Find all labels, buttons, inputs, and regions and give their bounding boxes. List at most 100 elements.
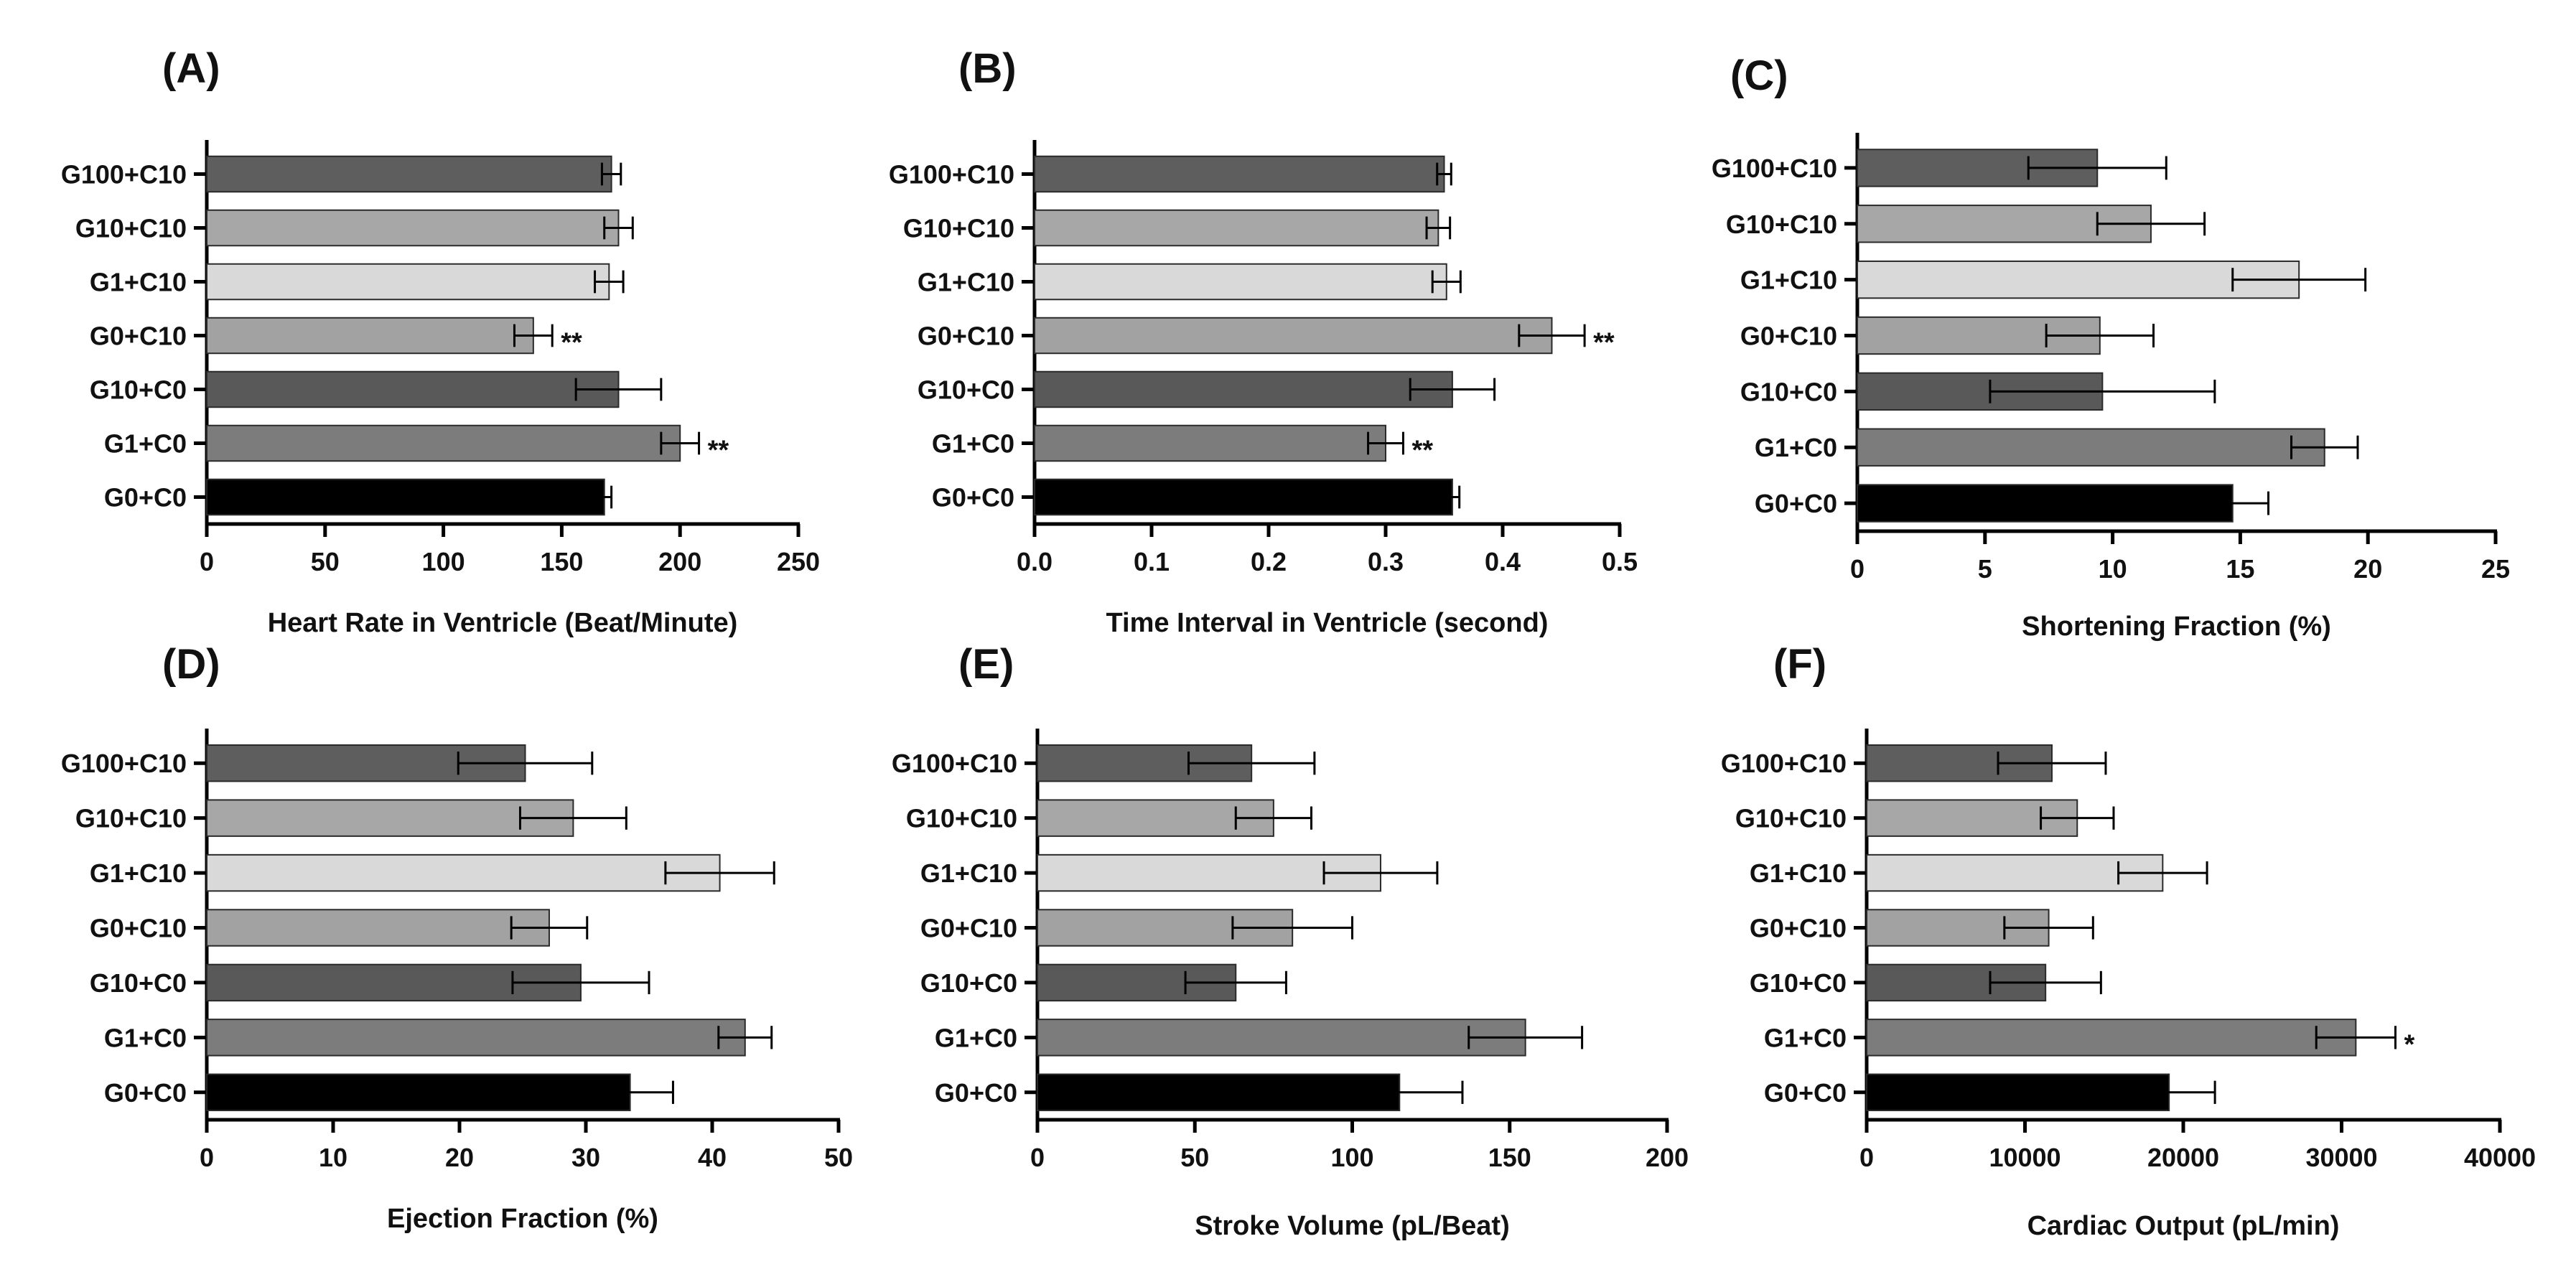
x-tick-label: 0.3	[1368, 547, 1404, 576]
category-label: G10+C0	[1750, 968, 1847, 998]
x-tick-label: 0.4	[1485, 547, 1521, 576]
category-label: G1+C0	[1764, 1023, 1847, 1052]
x-tick-label: 40	[698, 1143, 727, 1172]
category-label: G10+C10	[1735, 804, 1847, 833]
x-tick-label: 0	[1859, 1143, 1874, 1172]
x-tick-label: 10000	[1989, 1143, 2061, 1172]
category-label: G0+C0	[104, 1078, 187, 1108]
category-label: G1+C10	[920, 858, 1017, 888]
x-tick-label: 250	[777, 547, 820, 576]
chart-panel: (E) 0 50 100 150 200 Stroke Volume (pL/Beat) G1…	[892, 641, 1689, 1241]
bar	[1034, 209, 1439, 247]
category-label: G0+C10	[90, 914, 187, 943]
x-axis-title: Heart Rate in Ventricle (Beat/Minute)	[268, 608, 738, 638]
x-tick-label: 30000	[2305, 1143, 2377, 1172]
x-tick-label: 150	[1488, 1143, 1531, 1172]
x-axis-title: Shortening Fraction (%)	[2022, 612, 2331, 642]
category-label: G10+C0	[920, 968, 1017, 998]
x-tick-label: 40000	[2464, 1143, 2536, 1172]
x-tick-label: 100	[1330, 1143, 1373, 1172]
bar	[1866, 1073, 2170, 1112]
bar	[206, 370, 620, 408]
bar	[206, 209, 620, 247]
category-label: G1+C10	[918, 268, 1014, 297]
bar	[206, 1019, 746, 1057]
bar	[206, 478, 605, 516]
x-tick-label: 0.1	[1134, 547, 1170, 576]
category-label: G10+C0	[90, 375, 187, 405]
category-label: G1+C10	[90, 858, 187, 888]
category-label: G1+C0	[104, 1023, 187, 1052]
panel-letter: (E)	[958, 641, 1014, 688]
bar	[1037, 799, 1274, 837]
x-tick-label: 20	[445, 1143, 474, 1172]
x-tick-label: 200	[1646, 1143, 1689, 1172]
x-tick-label: 10	[319, 1143, 347, 1172]
category-label: G1+C10	[90, 268, 187, 297]
category-label: G100+C10	[1721, 749, 1847, 778]
category-label: G100+C10	[892, 749, 1017, 778]
category-label: G0+C0	[935, 1078, 1017, 1108]
chart-panel: (B) 0.0 0.1 0.2 0.3 0.4 0.5 Time Interval in Ve…	[889, 45, 1638, 638]
bar	[1857, 260, 2300, 299]
category-label: G100+C10	[1712, 154, 1837, 183]
bar	[1037, 1019, 1526, 1057]
panel-letter: (A)	[162, 45, 220, 92]
x-tick-label: 20	[2353, 554, 2382, 584]
x-tick-label: 50	[824, 1143, 853, 1172]
bar	[1034, 370, 1453, 408]
category-label: G100+C10	[61, 160, 187, 190]
bar	[206, 424, 681, 462]
category-label: G0+C10	[920, 914, 1017, 943]
x-tick-label: 20000	[2147, 1143, 2219, 1172]
x-axis-title: Stroke Volume (pL/Beat)	[1195, 1211, 1509, 1241]
category-label: G1+C0	[932, 429, 1014, 459]
category-label: G0+C0	[1755, 489, 1837, 518]
x-tick-label: 100	[422, 547, 465, 576]
x-tick-label: 5	[1978, 554, 1992, 584]
x-tick-label: 30	[571, 1143, 600, 1172]
x-tick-label: 50	[311, 547, 340, 576]
x-tick-label: 0.0	[1017, 547, 1053, 576]
x-tick-label: 200	[658, 547, 701, 576]
bar	[206, 317, 534, 355]
bar	[1034, 424, 1386, 462]
chart-panel: (C) 0 5 10 15 20 25 Shortening Fraction (%) G100…	[1712, 52, 2510, 642]
x-axis-title: Cardiac Output (pL/min)	[2027, 1211, 2340, 1241]
panel-letter: (D)	[162, 641, 220, 688]
panel-letter: (B)	[958, 45, 1017, 92]
panel-letter: (F)	[1773, 641, 1826, 688]
panel-letter: (C)	[1730, 52, 1788, 99]
category-label: G10+C10	[903, 214, 1014, 243]
x-tick-label: 50	[1180, 1143, 1209, 1172]
category-label: G0+C10	[918, 322, 1014, 351]
bar	[1034, 263, 1447, 301]
category-label: G0+C10	[90, 322, 187, 351]
category-label: G10+C10	[75, 214, 187, 243]
bar	[206, 799, 574, 837]
bar	[206, 1073, 631, 1112]
category-label: G10+C10	[1726, 210, 1837, 239]
x-axis-title: Ejection Fraction (%)	[387, 1204, 658, 1234]
bar	[1866, 1019, 2357, 1057]
bar	[1034, 478, 1453, 516]
category-label: G10+C10	[906, 804, 1017, 833]
x-tick-label: 15	[2226, 554, 2254, 584]
bar	[206, 909, 550, 947]
x-tick-label: 0	[1030, 1143, 1045, 1172]
category-label: G10+C10	[75, 804, 187, 833]
category-label: G10+C0	[918, 375, 1014, 405]
x-tick-label: 0	[1850, 554, 1865, 584]
category-label: G100+C10	[889, 160, 1014, 190]
category-label: G0+C0	[932, 483, 1014, 513]
significance-label: **	[1411, 436, 1433, 466]
bar	[206, 263, 610, 301]
category-label: G1+C0	[935, 1023, 1017, 1052]
chart-panel: (F) 0 10000 20000 30000 40000 Cardiac Output (…	[1721, 641, 2536, 1241]
bar	[1034, 317, 1553, 355]
category-label: G0+C0	[1764, 1078, 1847, 1108]
bar	[206, 155, 612, 193]
category-label: G0+C10	[1740, 322, 1837, 351]
